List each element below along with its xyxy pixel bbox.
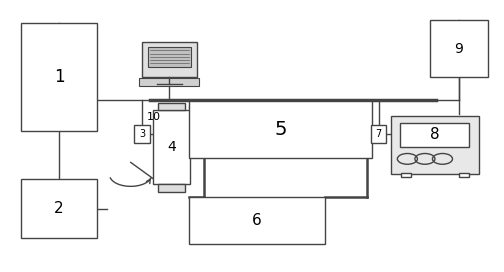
Bar: [190, 101, 372, 157]
Bar: [391, 116, 479, 174]
Bar: [158, 184, 185, 192]
Bar: [430, 20, 487, 77]
Text: 9: 9: [454, 42, 463, 55]
Polygon shape: [142, 42, 197, 77]
Bar: [459, 173, 469, 177]
Bar: [139, 78, 200, 86]
Bar: [153, 110, 191, 184]
Bar: [371, 125, 387, 143]
Bar: [401, 173, 411, 177]
Text: 8: 8: [429, 127, 439, 143]
Text: 5: 5: [275, 120, 287, 139]
Bar: [22, 23, 97, 131]
Text: 4: 4: [167, 140, 176, 154]
Text: 10: 10: [147, 112, 161, 122]
Text: 2: 2: [54, 201, 64, 216]
Bar: [148, 47, 191, 67]
Bar: [190, 197, 325, 244]
Text: 7: 7: [375, 129, 382, 139]
Text: 6: 6: [252, 213, 262, 228]
Bar: [134, 125, 150, 143]
Bar: [400, 123, 469, 147]
Bar: [22, 179, 97, 238]
Bar: [158, 103, 185, 110]
Text: 3: 3: [139, 129, 145, 139]
Text: 1: 1: [54, 68, 65, 86]
